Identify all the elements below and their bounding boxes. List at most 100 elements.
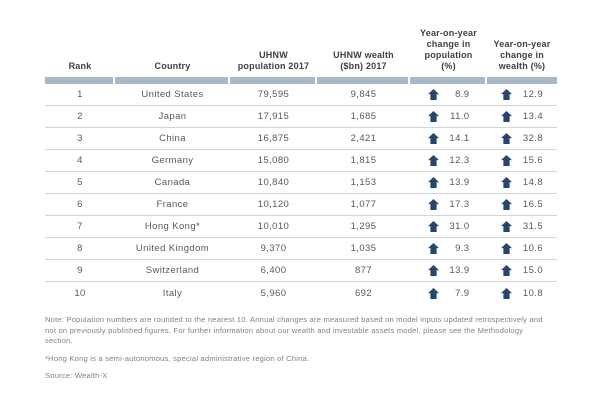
country-cell: China	[159, 133, 186, 144]
up-arrow-icon	[501, 155, 512, 166]
wealth-change-cell: 16.5	[487, 199, 557, 210]
table-row: 5 Canada 10,840 1,153 13.9 14.8	[45, 172, 557, 194]
up-arrow-icon	[427, 221, 439, 232]
column-header-wealth_change: Year-on-year change in wealth (%)	[493, 39, 551, 71]
up-arrow-icon	[427, 155, 439, 166]
population-change-cell: 17.3	[410, 199, 487, 210]
column-header-country: Country	[154, 61, 191, 71]
rank-cell: 5	[77, 177, 83, 188]
population-change-cell: 9.3	[410, 243, 487, 254]
up-arrow-icon	[501, 177, 512, 188]
up-arrow-icon	[501, 133, 512, 144]
wealth-change-cell: 31.5	[487, 221, 557, 232]
country-cell: United States	[141, 89, 204, 100]
up-arrow-icon	[427, 199, 439, 210]
up-arrow-icon	[427, 287, 439, 299]
source-text: Source: Wealth-X	[45, 371, 108, 380]
population-change-cell: 11.0	[410, 111, 487, 122]
header-band-segment	[230, 77, 317, 84]
population-cell: 6,400	[260, 265, 287, 276]
wealth-cell: 1,035	[350, 243, 377, 254]
up-arrow-icon	[427, 133, 439, 144]
hongkong-note: *Hong Kong is a semi-autonomous, special…	[45, 353, 310, 363]
header-band-segment	[410, 77, 487, 84]
population-change-cell: 14.1	[410, 133, 487, 144]
country-cell: Germany	[151, 155, 194, 166]
note-text: Note: Population numbers are rounded to …	[45, 315, 543, 345]
wealth-change-cell: 12.9	[487, 89, 557, 100]
population-cell: 10,010	[257, 221, 290, 232]
country-cell: Hong Kong*	[144, 221, 201, 232]
column-header-wealth: UHNW wealth ($bn) 2017	[333, 50, 394, 71]
rank-cell: 9	[77, 265, 83, 276]
wealth-cell: 9,845	[350, 89, 377, 100]
country-cell: Canada	[154, 177, 191, 188]
table-row: 9 Switzerland 6,400 877 13.9 15.0	[45, 260, 557, 282]
rank-cell: 2	[77, 111, 83, 122]
header-band-segment	[317, 77, 410, 84]
population-cell: 16,875	[257, 133, 290, 144]
up-arrow-icon	[501, 199, 512, 210]
wealth-change-cell: 10.6	[487, 243, 557, 254]
rank-cell: 1	[77, 89, 83, 100]
table-row: 2 Japan 17,915 1,685 11.0 13.4	[45, 106, 557, 128]
country-cell: Japan	[158, 111, 187, 122]
wealth-cell: 877	[354, 265, 373, 276]
country-cell: United Kingdom	[135, 243, 210, 254]
rank-cell: 6	[77, 199, 83, 210]
header-band	[45, 77, 557, 84]
population-cell: 15,080	[257, 155, 290, 166]
table-row: 8 United Kingdom 9,370 1,035 9.3 10.6	[45, 238, 557, 260]
population-cell: 5,960	[260, 287, 287, 299]
up-arrow-icon	[501, 221, 512, 232]
header-band-segment	[115, 77, 230, 84]
footnotes: Note: Population numbers are rounded to …	[45, 315, 551, 382]
population-cell: 79,595	[257, 89, 290, 100]
wealth-cell: 1,685	[350, 111, 377, 122]
up-arrow-icon	[427, 265, 439, 276]
up-arrow-icon	[501, 243, 512, 254]
rank-cell: 3	[77, 133, 83, 144]
country-cell: France	[156, 199, 189, 210]
wealth-change-cell: 15.0	[487, 265, 557, 276]
rank-cell: 10	[74, 287, 86, 299]
country-cell: Italy	[162, 287, 183, 299]
up-arrow-icon	[501, 265, 512, 276]
rank-cell: 7	[77, 221, 83, 232]
rank-cell: 4	[77, 155, 83, 166]
wealth-change-cell: 13.4	[487, 111, 557, 122]
wealth-cell: 1,815	[350, 155, 377, 166]
wealth-change-cell: 14.8	[487, 177, 557, 188]
up-arrow-icon	[501, 111, 512, 122]
population-cell: 17,915	[257, 111, 290, 122]
header-band-segment	[487, 77, 557, 84]
population-change-cell: 8.9	[410, 89, 487, 100]
population-cell: 10,840	[257, 177, 290, 188]
country-cell: Switzerland	[145, 265, 200, 276]
table-header-row: Rank Country UHNW population 2017 UHNW wealt…	[45, 18, 557, 72]
wealth-change-cell: 32.8	[487, 133, 557, 144]
table-row: 3 China 16,875 2,421 14.1 32.8	[45, 128, 557, 150]
up-arrow-icon	[427, 177, 439, 188]
population-change-cell: 12.3	[410, 155, 487, 166]
wealth-cell: 1,295	[350, 221, 377, 232]
rank-cell: 8	[77, 243, 83, 254]
header-band-segment	[45, 77, 115, 84]
table-body: 1 United States 79,595 9,845 8.9 12.9 2 …	[45, 84, 557, 304]
population-change-cell: 13.9	[410, 177, 487, 188]
wealth-cell: 692	[354, 287, 373, 299]
column-header-population: UHNW population 2017	[237, 50, 310, 71]
table-row: 1 United States 79,595 9,845 8.9 12.9	[45, 84, 557, 106]
wealth-change-cell: 10.8	[487, 287, 557, 299]
population-cell: 10,120	[257, 199, 290, 210]
up-arrow-icon	[427, 243, 439, 254]
table-row: 6 France 10,120 1,077 17.3 16.5	[45, 194, 557, 216]
population-change-cell: 31.0	[410, 221, 487, 232]
uhnw-table: Rank Country UHNW population 2017 UHNW wealt…	[45, 18, 557, 304]
wealth-cell: 2,421	[350, 133, 377, 144]
population-cell: 9,370	[260, 243, 287, 254]
table-row: 10 Italy 5,960 692 7.9 10.8	[45, 282, 557, 304]
population-change-cell: 7.9	[410, 287, 487, 299]
table-row: 4 Germany 15,080 1,815 12.3 15.6	[45, 150, 557, 172]
